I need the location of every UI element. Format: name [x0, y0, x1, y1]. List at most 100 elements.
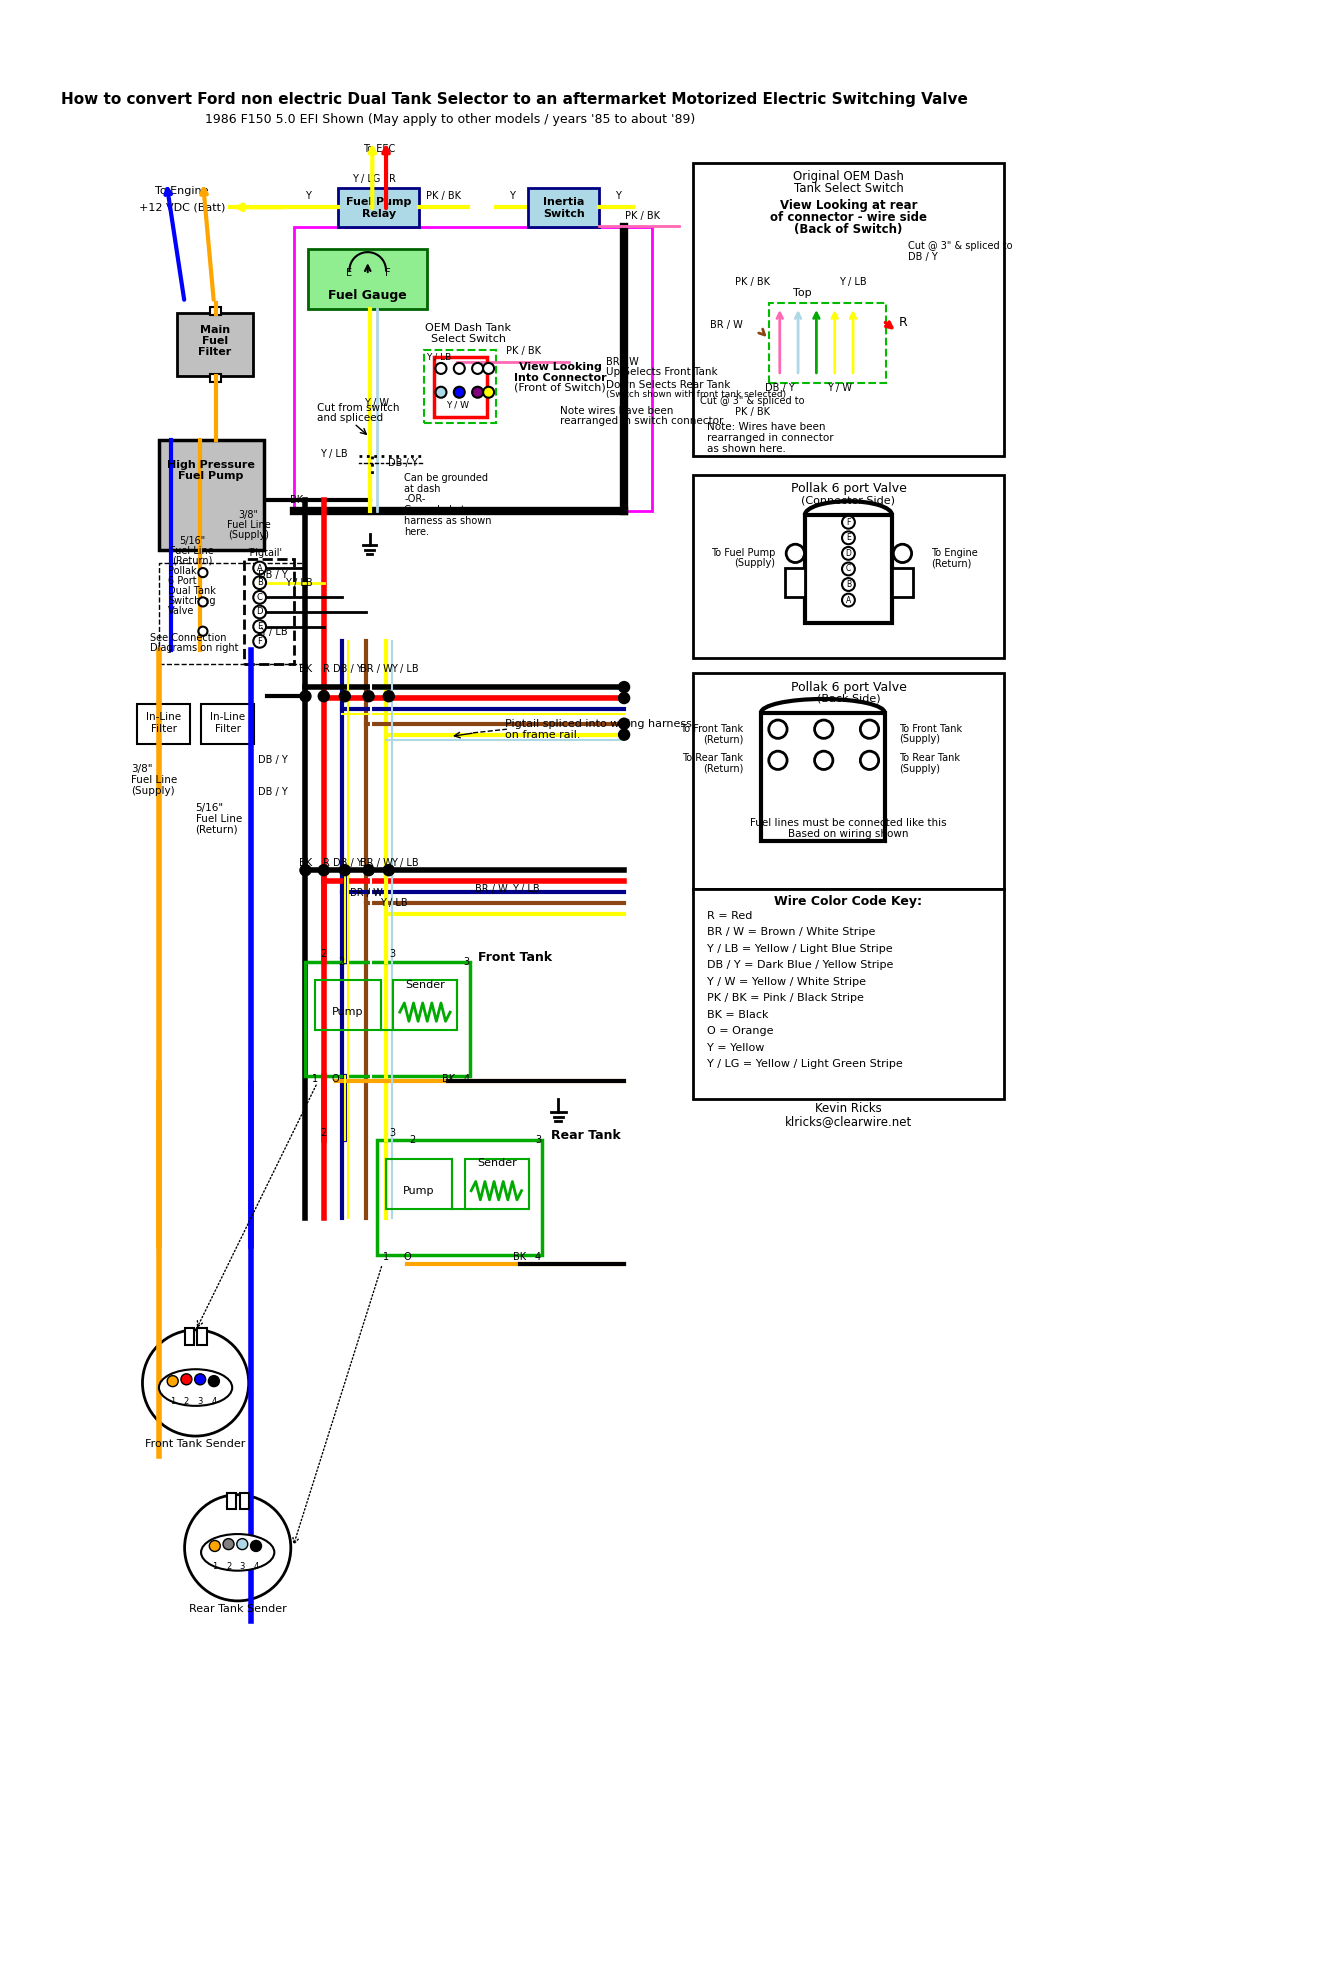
Text: High Pressure: High Pressure — [168, 461, 255, 471]
Text: F: F — [846, 518, 850, 526]
Text: 6 Port: 6 Port — [168, 577, 197, 587]
Text: Rear Tank Sender: Rear Tank Sender — [189, 1605, 286, 1615]
Text: Dual Tank: Dual Tank — [168, 587, 216, 596]
Text: Sender: Sender — [405, 979, 445, 989]
Text: 2: 2 — [226, 1562, 231, 1572]
Text: 2: 2 — [183, 1397, 189, 1407]
Text: BK: BK — [298, 663, 312, 673]
Bar — [785, 569, 805, 596]
Text: Pollak 6 port Valve: Pollak 6 port Valve — [791, 681, 907, 695]
Circle shape — [787, 543, 804, 563]
Circle shape — [143, 1330, 248, 1436]
Circle shape — [768, 751, 787, 769]
Text: Front Tank Sender: Front Tank Sender — [145, 1440, 246, 1450]
Text: Front Tank: Front Tank — [478, 952, 552, 963]
Bar — [210, 375, 222, 383]
Text: BR / W: BR / W — [359, 663, 392, 673]
Circle shape — [619, 718, 630, 730]
Text: Switch: Switch — [543, 208, 585, 218]
Circle shape — [619, 681, 630, 693]
Text: Note wires have been: Note wires have been — [560, 406, 673, 416]
Text: R: R — [389, 175, 396, 184]
Text: A: A — [257, 563, 263, 573]
Circle shape — [253, 577, 267, 589]
Text: Fuel: Fuel — [202, 336, 228, 345]
Bar — [805, 514, 892, 624]
Text: To EEC: To EEC — [363, 143, 396, 153]
Text: Y / LB: Y / LB — [260, 628, 288, 638]
Text: Pigtail spliced into wiring harness: Pigtail spliced into wiring harness — [506, 718, 692, 728]
Text: Y / W = Yellow / White Stripe: Y / W = Yellow / White Stripe — [706, 977, 866, 987]
Circle shape — [253, 606, 267, 618]
Circle shape — [253, 591, 267, 604]
Text: Kevin Ricks: Kevin Ricks — [814, 1103, 882, 1114]
Circle shape — [619, 730, 630, 740]
Circle shape — [339, 865, 350, 875]
Bar — [465, 1160, 529, 1209]
Text: BK = Black: BK = Black — [706, 1010, 768, 1020]
Text: PK / BK = Pink / Black Stripe: PK / BK = Pink / Black Stripe — [706, 993, 863, 1003]
Text: DB / Y: DB / Y — [259, 787, 288, 797]
Bar — [434, 357, 487, 418]
Text: 3: 3 — [389, 950, 396, 959]
Text: Y / W: Y / W — [826, 383, 851, 392]
Circle shape — [210, 1540, 220, 1552]
Circle shape — [842, 563, 855, 575]
Circle shape — [473, 363, 483, 375]
Text: +12 VDC (Batt): +12 VDC (Batt) — [140, 202, 226, 212]
Text: BR / W: BR / W — [359, 857, 392, 867]
Text: Y / LB = Yellow / Light Blue Stripe: Y / LB = Yellow / Light Blue Stripe — [706, 944, 892, 954]
Circle shape — [185, 1495, 290, 1601]
Text: Y / LB: Y / LB — [321, 449, 347, 459]
Bar — [314, 981, 380, 1030]
Text: (Back of Switch): (Back of Switch) — [795, 224, 903, 235]
Text: (Return): (Return) — [172, 555, 213, 565]
Circle shape — [861, 751, 879, 769]
Text: Y / LB: Y / LB — [391, 857, 418, 867]
Text: Original OEM Dash: Original OEM Dash — [793, 169, 904, 182]
Text: 1: 1 — [213, 1562, 218, 1572]
Bar — [762, 712, 886, 842]
Circle shape — [483, 363, 494, 375]
Text: (Return): (Return) — [195, 824, 238, 836]
Text: PK / BK: PK / BK — [426, 190, 461, 202]
Text: DB / Y: DB / Y — [333, 857, 363, 867]
Text: BK: BK — [289, 494, 302, 506]
Text: BK: BK — [442, 1073, 455, 1083]
Text: DB / Y: DB / Y — [259, 571, 288, 581]
Text: rearranged in switch connector: rearranged in switch connector — [560, 416, 723, 426]
Text: E: E — [346, 269, 352, 279]
Text: F: F — [257, 638, 263, 645]
Text: Grounded at: Grounded at — [404, 506, 465, 516]
Text: B: B — [846, 581, 851, 589]
Text: Fuel Pump: Fuel Pump — [178, 471, 244, 481]
Bar — [239, 1493, 248, 1509]
Text: R = Red: R = Red — [706, 910, 752, 920]
Text: Pump: Pump — [403, 1185, 434, 1195]
Circle shape — [454, 363, 465, 375]
Text: 5/16": 5/16" — [178, 536, 205, 545]
Text: B: B — [256, 579, 263, 587]
Text: 2: 2 — [409, 1136, 416, 1146]
Bar — [892, 569, 912, 596]
Bar — [198, 1328, 206, 1344]
Text: O = Orange: O = Orange — [706, 1026, 774, 1036]
Text: Y / LB: Y / LB — [380, 899, 407, 908]
Text: here.: here. — [404, 528, 429, 538]
Bar — [693, 163, 1005, 457]
Text: Based on wiring shown: Based on wiring shown — [788, 828, 908, 838]
Text: To Engine: To Engine — [156, 186, 209, 196]
Text: PK / BK: PK / BK — [735, 408, 770, 418]
Text: on frame rail.: on frame rail. — [506, 730, 581, 740]
Text: DB / Y: DB / Y — [259, 755, 288, 765]
Text: 3: 3 — [240, 1562, 246, 1572]
Text: 3/8": 3/8" — [132, 765, 153, 775]
Text: Cut @ 3" & spliced to: Cut @ 3" & spliced to — [908, 241, 1012, 251]
Text: (Front of Switch): (Front of Switch) — [513, 383, 606, 392]
Text: To Front Tank: To Front Tank — [899, 724, 962, 734]
Text: To Engine: To Engine — [931, 549, 978, 559]
Text: 3: 3 — [389, 1128, 396, 1138]
Ellipse shape — [201, 1534, 275, 1572]
Bar — [693, 673, 1005, 889]
Text: 2: 2 — [321, 950, 327, 959]
